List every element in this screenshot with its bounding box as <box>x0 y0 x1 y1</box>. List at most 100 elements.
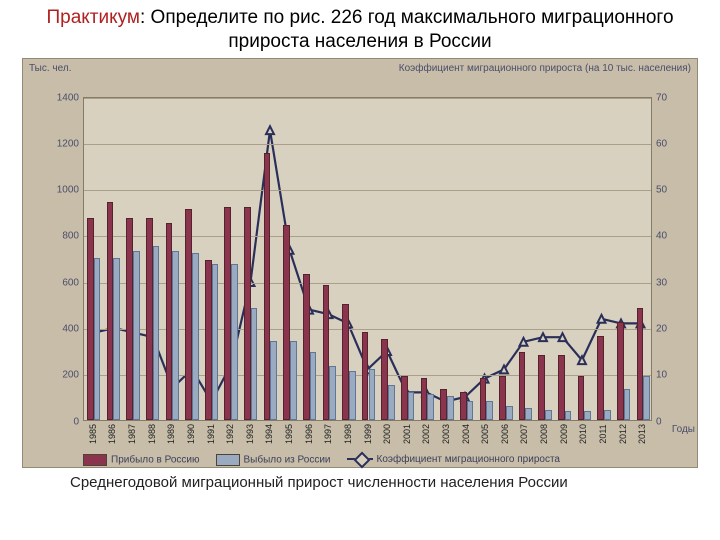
bar-left <box>643 376 650 420</box>
bar-arrived <box>87 218 94 419</box>
bar-arrived <box>323 285 330 419</box>
bar-left <box>94 258 101 420</box>
slide: Практикум: Определите по рис. 226 год ма… <box>0 0 720 540</box>
bar-left <box>486 401 493 420</box>
chart-figure: Тыс. чел. Коэффициент миграционного прир… <box>22 58 698 468</box>
x-tick: 1992 <box>225 423 235 443</box>
bar-arrived <box>538 355 545 420</box>
x-tick: 1993 <box>245 423 255 443</box>
x-tick: 2007 <box>519 423 529 443</box>
legend: Прибыло в Россию Выбыло из России Коэффи… <box>83 453 560 467</box>
bar-arrived <box>342 304 349 420</box>
bar-arrived <box>244 207 251 420</box>
bar-left <box>506 406 513 420</box>
bar-arrived <box>264 153 271 419</box>
bar-left <box>408 392 415 420</box>
legend-arrived: Прибыло в Россию <box>83 454 200 466</box>
bar-left <box>584 411 591 419</box>
x-tick: 2008 <box>539 423 549 443</box>
x-tick: 2001 <box>402 423 412 443</box>
x-tick: 1987 <box>127 423 137 443</box>
x-tick: 2000 <box>382 423 392 443</box>
x-tick: 2010 <box>578 423 588 443</box>
y-left-tick: 600 <box>23 277 83 288</box>
slide-title: Практикум: Определите по рис. 226 год ма… <box>0 0 720 58</box>
bar-arrived <box>637 308 644 419</box>
bar-arrived <box>126 218 133 419</box>
bar-left <box>545 410 552 419</box>
bar-left <box>349 371 356 420</box>
y-left-label: Тыс. чел. <box>29 63 71 74</box>
y-right-label: Коэффициент миграционного прироста (на 1… <box>399 63 691 75</box>
x-tick: 2012 <box>618 423 628 443</box>
x-tick: 1986 <box>107 423 117 443</box>
x-tick: 2013 <box>637 423 647 443</box>
y-left-tick: 1000 <box>23 185 83 196</box>
bar-left <box>369 369 376 420</box>
x-tick: 2003 <box>441 423 451 443</box>
bar-arrived <box>421 378 428 420</box>
plot-area <box>83 97 652 421</box>
x-tick: 1991 <box>206 423 216 443</box>
x-tick: 2009 <box>559 423 569 443</box>
bar-arrived <box>558 355 565 420</box>
bar-arrived <box>166 223 173 420</box>
bar-arrived <box>283 225 290 419</box>
y-left-tick: 400 <box>23 323 83 334</box>
bar-arrived <box>519 352 526 419</box>
x-tick: 1999 <box>363 423 373 443</box>
bar-arrived <box>480 378 487 420</box>
x-tick: 2002 <box>421 423 431 443</box>
bar-left <box>310 352 317 419</box>
swatch-icon <box>83 454 107 466</box>
y-right-tick: 40 <box>652 231 697 242</box>
bar-arrived <box>205 260 212 420</box>
bar-left <box>388 385 395 420</box>
bar-left <box>290 341 297 420</box>
bar-left <box>329 366 336 419</box>
y-right-tick: 50 <box>652 185 697 196</box>
title-prefix: Практикум <box>46 7 140 28</box>
bar-left <box>212 264 219 419</box>
x-tick: 2005 <box>480 423 490 443</box>
bar-arrived <box>185 209 192 420</box>
bar-left <box>251 308 258 419</box>
x-tick: 1985 <box>88 423 98 443</box>
x-tick: 1994 <box>264 423 274 443</box>
legend-left: Выбыло из России <box>216 454 331 466</box>
bar-left <box>447 396 454 419</box>
y-right-tick: 30 <box>652 277 697 288</box>
bar-arrived <box>578 376 585 420</box>
x-tick: 2006 <box>500 423 510 443</box>
figure-caption: Среднегодовой миграционный прирост числе… <box>0 468 720 491</box>
bar-arrived <box>440 389 447 419</box>
y-left-tick: 0 <box>23 416 83 427</box>
bar-arrived <box>499 376 506 420</box>
bar-left <box>525 408 532 420</box>
x-tick: 1996 <box>304 423 314 443</box>
y-left-tick: 800 <box>23 231 83 242</box>
x-tick: 1990 <box>186 423 196 443</box>
line-marker-icon <box>347 454 373 464</box>
x-tick: 1997 <box>323 423 333 443</box>
bar-left <box>604 410 611 419</box>
x-tick: 1998 <box>343 423 353 443</box>
y-left-tick: 1400 <box>23 92 83 103</box>
bar-left <box>113 258 120 420</box>
bar-arrived <box>460 392 467 420</box>
bar-arrived <box>381 339 388 420</box>
y-right-tick: 70 <box>652 92 697 103</box>
y-left-tick: 1200 <box>23 138 83 149</box>
bar-left <box>192 253 199 420</box>
x-tick: 2011 <box>598 424 608 443</box>
bar-arrived <box>362 332 369 420</box>
bar-arrived <box>303 274 310 420</box>
bar-left <box>153 246 160 420</box>
y-left-tick: 200 <box>23 370 83 381</box>
bar-arrived <box>146 218 153 419</box>
x-tick: 1988 <box>147 423 157 443</box>
bar-left <box>427 394 434 419</box>
x-tick: 2004 <box>461 423 471 443</box>
bar-left <box>231 264 238 419</box>
bar-arrived <box>617 322 624 419</box>
